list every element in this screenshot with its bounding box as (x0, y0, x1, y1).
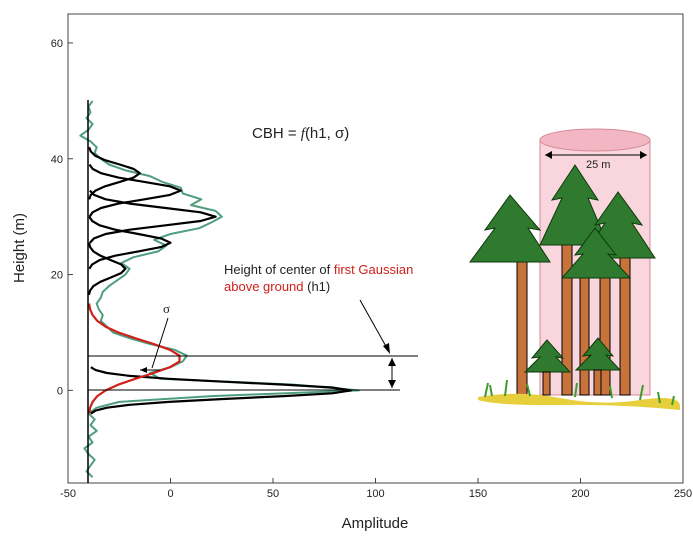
trunk (579, 264, 590, 396)
crown (469, 194, 551, 263)
annotation-highlight: above ground (224, 279, 304, 294)
annotation-line: above ground (h1) (224, 279, 330, 294)
annotation-line: Height of center of first Gaussian (224, 262, 413, 277)
y-tick-label: 20 (51, 270, 63, 282)
waveform (87, 242, 127, 296)
cylinder-top (539, 128, 651, 152)
grass (484, 379, 675, 406)
x-tick-label: 0 (167, 488, 173, 500)
trunk (516, 249, 528, 396)
crown (539, 164, 609, 246)
arrow-head (640, 151, 647, 159)
arrow-head (545, 151, 552, 159)
trunk (593, 369, 602, 396)
formula-f: f (301, 126, 307, 142)
crown (560, 227, 632, 279)
arrow-head (388, 380, 396, 388)
waveform (89, 189, 217, 244)
trunk (542, 371, 551, 396)
arrow-head (388, 358, 396, 366)
x-tick-label: 100 (366, 488, 384, 500)
x-tick-label: 250 (674, 488, 692, 500)
formula: CBH = f(h1, σ) (252, 125, 349, 142)
tree-illustration (469, 128, 680, 410)
leader-line (359, 299, 389, 351)
x-tick-label: 150 (469, 488, 487, 500)
x-axis-label: Amplitude (342, 515, 409, 532)
sigma-label: σ (163, 301, 170, 316)
crown-width-label: 25 m (586, 159, 610, 171)
x-tick-label: 50 (267, 488, 279, 500)
y-tick-label: 0 (57, 385, 63, 397)
sigma-leader (151, 317, 169, 369)
x-tick-label: -50 (60, 488, 76, 500)
waveform (79, 100, 361, 478)
waveform (88, 303, 181, 414)
arrow-head (140, 367, 147, 373)
ground (478, 393, 680, 410)
formula-args: (h1, σ) (305, 125, 349, 142)
waveform (88, 163, 182, 218)
y-axis-label: Height (m) (11, 213, 28, 283)
waveform (88, 146, 141, 200)
annotation-text: (h1) (304, 279, 331, 294)
x-tick-label: 200 (571, 488, 589, 500)
y-tick-label: 40 (51, 154, 63, 166)
arrow-head (383, 343, 390, 354)
formula-lhs: CBH = (252, 125, 301, 142)
waveform (88, 216, 172, 270)
annotation-text: Height of center of (224, 262, 334, 277)
annotation-highlight: first Gaussian (334, 262, 413, 277)
y-tick-label: 60 (51, 38, 63, 50)
